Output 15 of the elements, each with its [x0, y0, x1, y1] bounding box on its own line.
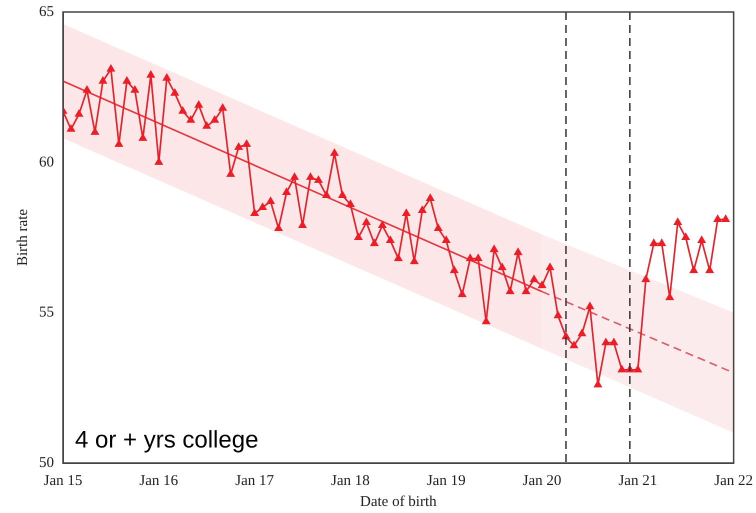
y-tick-label: 60 — [39, 154, 54, 170]
y-axis-title: Birth rate — [14, 208, 31, 266]
x-tick-label: Jan 15 — [44, 472, 82, 489]
x-tick-label: Jan 21 — [618, 472, 658, 489]
x-tick-label: Jan 22 — [714, 472, 753, 489]
x-tick-label: Jan 19 — [426, 472, 466, 489]
y-tick-label: 65 — [39, 4, 54, 20]
y-tick-label: 55 — [39, 304, 54, 321]
x-tick-label: Jan 20 — [522, 472, 562, 489]
y-tick-label: 50 — [39, 454, 54, 471]
annotation: 4 or + yrs college — [75, 426, 258, 454]
x-tick-label: Jan 17 — [235, 472, 274, 489]
x-axis-title: Date of birth — [360, 494, 438, 510]
x-tick-label: Jan 16 — [139, 472, 179, 489]
x-tick-label: Jan 18 — [331, 472, 370, 489]
